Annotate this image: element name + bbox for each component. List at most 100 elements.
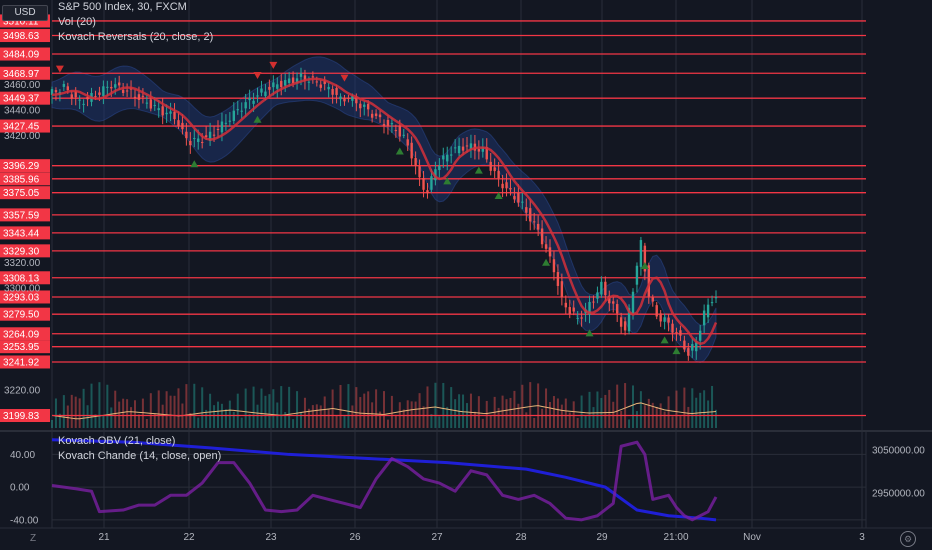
volume-bar bbox=[185, 384, 188, 428]
level-label-bg bbox=[0, 290, 50, 304]
volume-bar bbox=[296, 391, 299, 428]
volume-bar bbox=[252, 386, 255, 428]
obv-label[interactable]: Kovach OBV (21, close) bbox=[58, 435, 176, 447]
volume-bar bbox=[390, 395, 393, 428]
volume-bar bbox=[217, 401, 219, 428]
volume-bar bbox=[137, 414, 140, 428]
candle bbox=[50, 89, 54, 95]
osc-tick-label: -40.00 bbox=[10, 515, 39, 526]
candle bbox=[212, 134, 216, 136]
volume-bar bbox=[442, 382, 445, 428]
candle bbox=[651, 297, 654, 302]
volume-bar bbox=[521, 384, 524, 428]
volume-bar bbox=[145, 419, 148, 428]
settings-gear-icon[interactable]: ⚙ bbox=[900, 531, 916, 547]
candle bbox=[548, 247, 552, 257]
currency-badge[interactable]: USD bbox=[2, 5, 48, 21]
candle bbox=[347, 97, 350, 100]
zoom-icon[interactable]: Z bbox=[30, 533, 37, 544]
volume-bar bbox=[303, 397, 306, 428]
volume-bar bbox=[62, 395, 65, 428]
level-label-bg bbox=[0, 355, 50, 369]
volume-bar bbox=[114, 390, 117, 428]
volume-bar bbox=[430, 414, 433, 428]
level-label-bg bbox=[0, 119, 50, 133]
volume-bar bbox=[580, 395, 583, 428]
volume-bar bbox=[90, 383, 93, 428]
level-label-bg bbox=[0, 47, 50, 61]
candle bbox=[615, 304, 619, 314]
candle bbox=[382, 124, 386, 126]
chande-label[interactable]: Kovach Chande (14, close, open) bbox=[58, 450, 222, 462]
volume-bar bbox=[616, 384, 619, 428]
price-tick-label: 3460.00 bbox=[4, 80, 41, 91]
candle bbox=[608, 295, 611, 304]
candle bbox=[430, 176, 433, 190]
volume-bar bbox=[228, 400, 231, 428]
volume-bar bbox=[556, 398, 559, 428]
volume-bar bbox=[446, 406, 449, 428]
candle bbox=[114, 84, 117, 88]
volume-bar bbox=[406, 400, 409, 428]
price-tick-label: 3440.00 bbox=[4, 106, 41, 117]
time-tick-label: 27 bbox=[431, 532, 443, 543]
level-label: 3329.30 bbox=[3, 246, 40, 257]
candle bbox=[189, 140, 192, 146]
candle bbox=[505, 182, 508, 189]
time-tick-label: 21:00 bbox=[663, 532, 688, 543]
level-label-bg bbox=[0, 226, 50, 240]
candle bbox=[141, 95, 145, 97]
volume-bar bbox=[541, 408, 544, 428]
volume-bar bbox=[509, 397, 512, 428]
volume-bar bbox=[469, 393, 472, 428]
candle bbox=[438, 165, 441, 171]
candle bbox=[232, 110, 236, 121]
candle bbox=[706, 304, 710, 318]
volume-label[interactable]: Vol (20) bbox=[58, 16, 96, 28]
volume-bar bbox=[450, 387, 453, 428]
candle bbox=[596, 292, 599, 299]
volume-bar bbox=[339, 384, 342, 428]
volume-bar bbox=[197, 417, 200, 428]
reversals-label[interactable]: Kovach Reversals (20, close, 2) bbox=[58, 31, 214, 43]
candle bbox=[117, 82, 121, 86]
candle bbox=[465, 145, 469, 147]
candle bbox=[62, 84, 66, 87]
volume-bar bbox=[110, 407, 113, 428]
candle bbox=[497, 170, 500, 179]
volume-bar bbox=[438, 416, 441, 428]
candle bbox=[572, 307, 575, 312]
candle bbox=[560, 281, 564, 298]
volume-bar bbox=[552, 396, 555, 428]
candle bbox=[422, 177, 425, 190]
volume-bar bbox=[130, 407, 133, 428]
volume-bar bbox=[481, 418, 484, 428]
volume-bar bbox=[703, 390, 706, 428]
candle bbox=[110, 86, 113, 89]
time-tick-label: Nov bbox=[743, 532, 761, 543]
volume-bar bbox=[122, 398, 125, 428]
level-label: 3264.09 bbox=[3, 329, 40, 340]
candle bbox=[489, 161, 492, 171]
candle bbox=[323, 80, 326, 85]
candle bbox=[363, 104, 366, 107]
candle bbox=[552, 259, 556, 273]
reversal-up-marker bbox=[542, 258, 551, 266]
volume-bar bbox=[248, 414, 251, 428]
candle bbox=[481, 147, 485, 152]
volume-bar bbox=[691, 388, 694, 428]
candle bbox=[410, 142, 413, 159]
volume-bar bbox=[359, 397, 362, 428]
volume-bar bbox=[485, 400, 488, 428]
volume-bar bbox=[383, 391, 385, 428]
volume-bar bbox=[410, 401, 413, 428]
price-tick-label: 3320.00 bbox=[4, 258, 41, 269]
symbol-label[interactable]: S&P 500 Index, 30, FXCM bbox=[58, 1, 187, 13]
price-tick-label: 3420.00 bbox=[4, 131, 41, 142]
volume-bar bbox=[118, 401, 121, 428]
candle bbox=[240, 110, 243, 112]
volume-bar bbox=[141, 398, 144, 428]
candle bbox=[125, 90, 129, 92]
level-label: 3375.05 bbox=[3, 188, 40, 199]
